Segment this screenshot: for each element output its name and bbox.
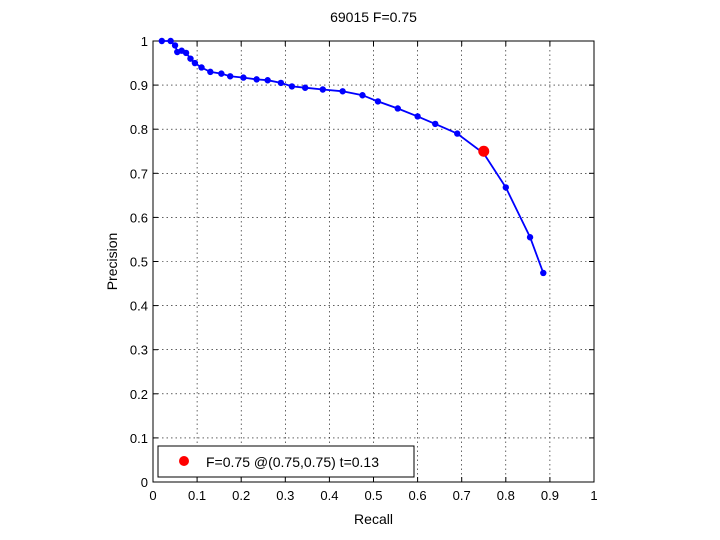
data-point [301, 84, 309, 91]
y-tick-label: 0.1 [130, 431, 148, 446]
y-tick-label: 0.7 [130, 166, 148, 181]
data-point [207, 68, 214, 76]
data-point [226, 73, 234, 80]
x-tick-label: 0.9 [541, 488, 559, 503]
best-f-point [478, 145, 490, 157]
data-point [158, 37, 166, 45]
data-point [339, 88, 346, 95]
data-point [374, 98, 382, 105]
y-tick-label: 1 [141, 34, 148, 49]
data-point [171, 42, 179, 49]
x-tick-label: 0.1 [188, 488, 206, 503]
y-tick-label: 0.9 [130, 78, 148, 93]
y-tick-label: 0.5 [130, 255, 148, 270]
x-tick-label: 0.4 [320, 488, 338, 503]
data-point [319, 86, 326, 93]
grid-lines [153, 41, 594, 482]
data-point [253, 76, 260, 83]
legend-box [157, 445, 415, 478]
series-group [158, 37, 547, 277]
y-tick-label: 0.2 [130, 387, 148, 402]
data-point [218, 70, 225, 77]
x-tick-label: 0.8 [497, 488, 515, 503]
axis-ticks: 0 0.1 0.2 0.3 0.4 0.5 0.6 0.7 0.8 0.9 1 0 0.1 0.2 0.3 0… [130, 34, 598, 503]
y-tick-label: 0.3 [130, 343, 148, 358]
data-point [167, 37, 174, 45]
x-tick-label: 0.7 [453, 488, 471, 503]
data-point [359, 92, 366, 99]
legend-entry: F=0.75 @(0.75,0.75) t=0.13 [206, 454, 379, 470]
y-axis-label: Precision [104, 233, 120, 291]
data-point [191, 59, 199, 67]
data-point [526, 234, 534, 241]
data-point [240, 74, 247, 81]
data-point [540, 269, 547, 277]
x-tick-label: 0.5 [364, 488, 382, 503]
x-tick-label: 0.6 [409, 488, 427, 503]
data-point [198, 64, 205, 71]
data-point [454, 130, 461, 137]
x-tick-label: 0.2 [232, 488, 250, 503]
x-axis-label: Recall [354, 511, 393, 527]
legend: F=0.75 @(0.75,0.75) t=0.13 [157, 445, 415, 478]
x-tick-label: 0.3 [276, 488, 294, 503]
data-point [187, 55, 194, 62]
y-tick-label: 0.8 [130, 122, 148, 137]
x-tick-label: 1 [590, 488, 597, 503]
y-tick-label: 0.6 [130, 210, 148, 225]
data-point [432, 120, 439, 128]
data-point [277, 79, 285, 87]
x-tick-label: 0 [149, 488, 156, 503]
data-point [264, 77, 271, 84]
data-point [182, 49, 190, 57]
data-point [502, 184, 509, 191]
data-point [394, 105, 401, 112]
chart-title: 69015 F=0.75 [330, 9, 417, 25]
data-point [288, 83, 296, 90]
data-point [414, 113, 421, 120]
y-tick-label: 0.4 [130, 299, 148, 314]
legend-marker [179, 456, 189, 466]
y-tick-label: 0 [141, 475, 148, 490]
